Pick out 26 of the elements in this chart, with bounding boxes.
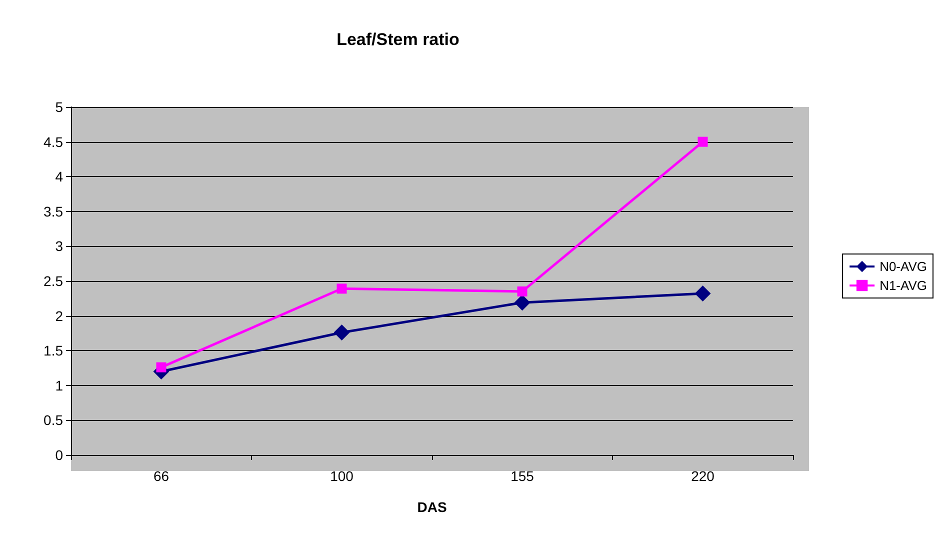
x-tick-label: 66 xyxy=(153,468,170,484)
y-tick-label: 2.5 xyxy=(44,273,64,289)
y-tick-label: 3.5 xyxy=(44,203,64,220)
point xyxy=(336,284,347,294)
y-tick-label: 4.5 xyxy=(44,134,64,150)
x-tick-label: 155 xyxy=(510,468,534,484)
legend-label: N1-AVG xyxy=(880,278,927,293)
point xyxy=(517,286,528,296)
chart-title: Leaf/Stem ratio xyxy=(336,30,460,49)
x-tick-label: 100 xyxy=(330,468,354,484)
y-tick-label: 4 xyxy=(55,168,64,185)
y-tick-label: 3 xyxy=(55,238,64,254)
y-tick-label: 2 xyxy=(55,308,64,324)
point xyxy=(694,286,711,302)
point xyxy=(334,324,350,341)
x-tick-label: 220 xyxy=(691,468,715,484)
y-tick-label: 1.5 xyxy=(44,342,64,359)
y-tick-label: 1 xyxy=(55,377,64,394)
point xyxy=(156,362,166,372)
y-tick-label: 0 xyxy=(55,447,64,463)
legend-label: N0-AVG xyxy=(880,259,927,274)
point xyxy=(698,136,708,147)
point xyxy=(514,294,530,311)
y-tick-label: 5 xyxy=(55,99,64,115)
y-tick-label: 0.5 xyxy=(44,412,64,428)
x-axis-title: DAS xyxy=(417,499,447,515)
